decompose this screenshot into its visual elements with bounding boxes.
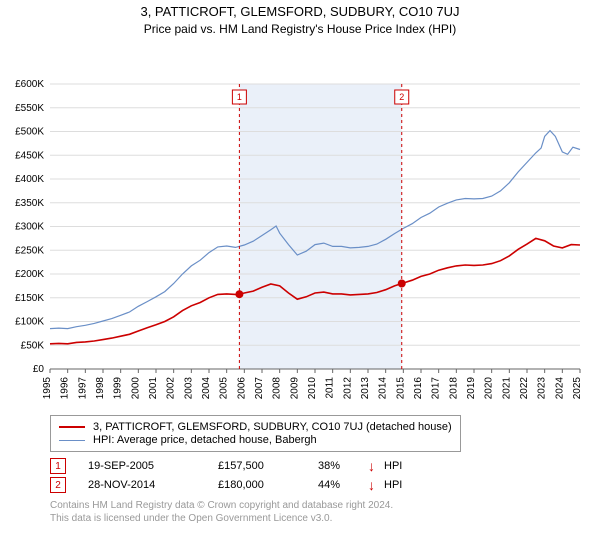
titles: 3, PATTICROFT, GLEMSFORD, SUDBURY, CO10 … (0, 0, 600, 36)
chart-title: 3, PATTICROFT, GLEMSFORD, SUDBURY, CO10 … (0, 4, 600, 19)
x-tick-label: 2023 (537, 377, 548, 400)
x-tick-label: 2012 (342, 377, 353, 400)
page: 3, PATTICROFT, GLEMSFORD, SUDBURY, CO10 … (0, 0, 600, 525)
x-tick-label: 1996 (60, 377, 71, 400)
legend-label: 3, PATTICROFT, GLEMSFORD, SUDBURY, CO10 … (93, 421, 452, 433)
sale-vs: HPI (384, 460, 424, 472)
y-tick-label: £150K (15, 293, 44, 304)
y-tick-label: £50K (21, 340, 45, 351)
sale-date: 28-NOV-2014 (88, 479, 218, 491)
x-tick-label: 2011 (325, 377, 336, 399)
x-tick-label: 2024 (554, 377, 565, 400)
y-tick-label: £400K (15, 174, 44, 185)
sale-marker-badge-text: 2 (399, 92, 404, 102)
sale-pct: 44% (318, 479, 368, 491)
x-tick-label: 2008 (272, 377, 283, 400)
sale-row: 1 19-SEP-2005£157,50038%↓HPI (50, 458, 600, 474)
x-tick-label: 2010 (307, 377, 318, 400)
x-tick-label: 2022 (519, 377, 530, 400)
x-tick-label: 2004 (201, 377, 212, 400)
y-tick-label: £200K (15, 269, 44, 280)
sale-marker-dot (398, 280, 406, 288)
sale-price: £180,000 (218, 479, 318, 491)
y-tick-label: £450K (15, 150, 44, 161)
x-tick-label: 2002 (166, 377, 177, 400)
sale-marker-badge-text: 1 (237, 92, 242, 102)
chart: £0 £50K £100K £150K £200K £250K £300K £350K £400… (0, 36, 600, 409)
footer-line2: This data is licensed under the Open Gov… (50, 512, 600, 525)
x-tick-label: 1997 (77, 377, 88, 400)
x-tick-label: 2015 (395, 377, 406, 400)
y-tick-label: £300K (15, 222, 44, 233)
sale-date: 19-SEP-2005 (88, 460, 218, 472)
x-tick-label: 2021 (501, 377, 512, 400)
x-tick-label: 1995 (42, 377, 53, 400)
x-tick-label: 2000 (130, 377, 141, 400)
x-tick-label: 2018 (448, 377, 459, 400)
x-tick-label: 1999 (113, 377, 124, 400)
x-tick-label: 2009 (289, 377, 300, 400)
footer-line1: Contains HM Land Registry data © Crown c… (50, 499, 600, 512)
x-tick-label: 2017 (431, 377, 442, 400)
x-tick-label: 1998 (95, 377, 106, 400)
chart-svg: £0 £50K £100K £150K £200K £250K £300K £350K £400… (0, 36, 600, 406)
sale-badge: 2 (50, 477, 66, 493)
x-tick-label: 2020 (484, 377, 495, 400)
x-tick-label: 2003 (183, 377, 194, 400)
y-tick-label: £500K (15, 127, 44, 138)
sale-pct: 38% (318, 460, 368, 472)
y-tick-label: £550K (15, 103, 44, 114)
x-tick-label: 2016 (413, 377, 424, 400)
legend: 3, PATTICROFT, GLEMSFORD, SUDBURY, CO10 … (50, 415, 461, 452)
footer: Contains HM Land Registry data © Crown c… (50, 499, 600, 525)
sale-vs: HPI (384, 479, 424, 491)
sale-price: £157,500 (218, 460, 318, 472)
y-tick-label: £350K (15, 198, 44, 209)
x-tick-label: 2013 (360, 377, 371, 400)
legend-swatch (59, 440, 85, 441)
x-tick-label: 2006 (236, 377, 247, 400)
down-arrow-icon: ↓ (368, 458, 384, 474)
x-tick-label: 2025 (572, 377, 583, 400)
sale-badge: 1 (50, 458, 66, 474)
sale-marker-dot (235, 290, 243, 298)
y-tick-label: £600K (15, 79, 44, 90)
down-arrow-icon: ↓ (368, 477, 384, 493)
x-tick-label: 2014 (378, 377, 389, 400)
legend-swatch (59, 426, 85, 428)
legend-row: 3, PATTICROFT, GLEMSFORD, SUDBURY, CO10 … (59, 421, 452, 433)
y-tick-label: £0 (33, 364, 45, 375)
x-tick-label: 2019 (466, 377, 477, 400)
sales-table: 1 19-SEP-2005£157,50038%↓HPI 2 28-NOV-2014£… (50, 458, 600, 493)
x-tick-label: 2001 (148, 377, 159, 400)
legend-label: HPI: Average price, detached house, Babe… (93, 434, 317, 446)
legend-row: HPI: Average price, detached house, Babe… (59, 434, 452, 446)
x-tick-label: 2005 (219, 377, 230, 400)
y-tick-label: £250K (15, 245, 44, 256)
x-tick-label: 2007 (254, 377, 265, 400)
y-tick-label: £100K (15, 317, 44, 328)
chart-subtitle: Price paid vs. HM Land Registry's House … (0, 22, 600, 36)
sale-row: 2 28-NOV-2014£180,00044%↓HPI (50, 477, 600, 493)
